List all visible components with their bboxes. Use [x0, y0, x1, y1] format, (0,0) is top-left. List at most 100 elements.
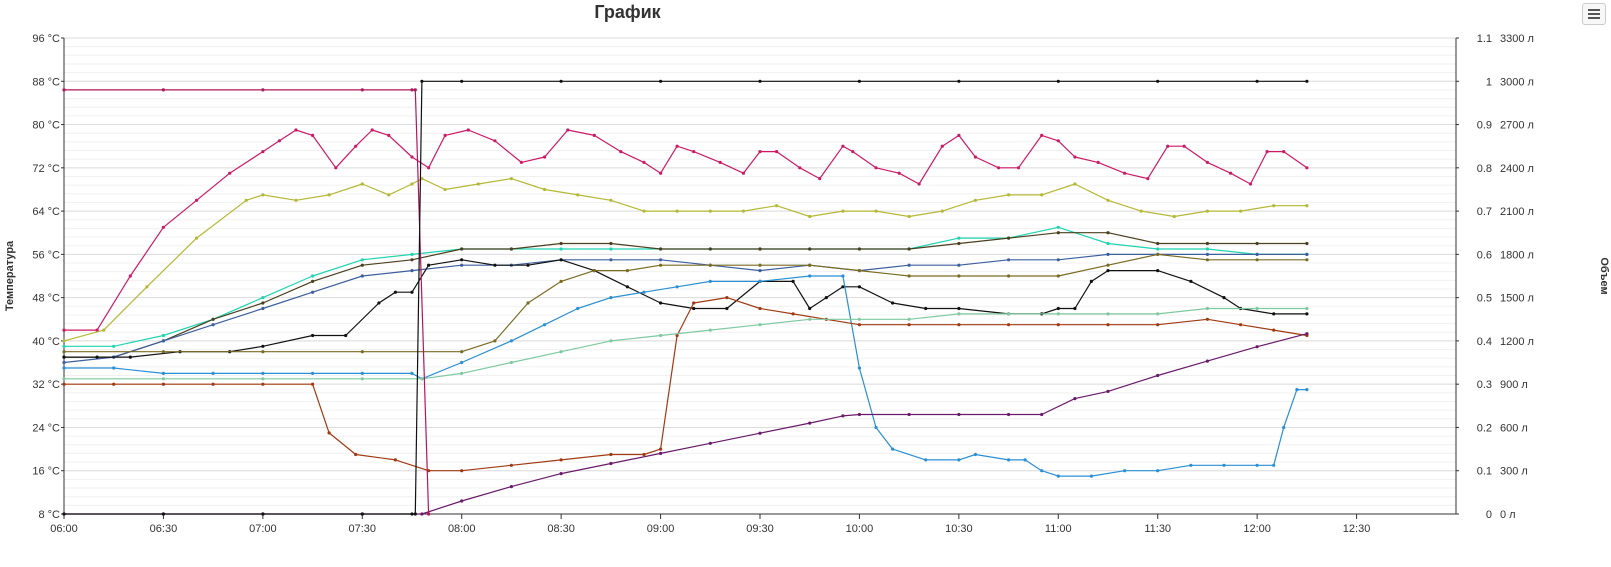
data-point[interactable] [460, 499, 464, 503]
data-point[interactable] [360, 274, 364, 278]
data-point[interactable] [311, 133, 315, 137]
data-point[interactable] [1255, 463, 1259, 467]
data-point[interactable] [609, 198, 613, 202]
data-point[interactable] [1156, 312, 1160, 316]
data-point[interactable] [957, 323, 961, 327]
data-point[interactable] [619, 150, 623, 154]
data-point[interactable] [1106, 263, 1110, 267]
data-point[interactable] [857, 285, 862, 289]
data-point[interactable] [708, 328, 712, 332]
data-point[interactable] [95, 328, 99, 332]
data-point[interactable] [311, 371, 315, 375]
data-point[interactable] [1007, 236, 1011, 240]
data-point[interactable] [659, 79, 663, 83]
data-point[interactable] [973, 452, 978, 457]
data-point[interactable] [261, 193, 265, 197]
data-point[interactable] [410, 252, 414, 256]
data-point[interactable] [62, 328, 66, 332]
data-point[interactable] [410, 182, 414, 186]
data-point[interactable] [327, 431, 331, 435]
data-point[interactable] [758, 431, 762, 435]
data-point[interactable] [1016, 166, 1021, 170]
data-point[interactable] [1282, 150, 1286, 154]
data-point[interactable] [228, 171, 232, 175]
data-point[interactable] [1166, 144, 1170, 148]
data-point[interactable] [924, 458, 928, 462]
data-point[interactable] [1205, 359, 1209, 363]
data-point[interactable] [344, 333, 348, 338]
data-point[interactable] [1305, 252, 1309, 256]
data-point[interactable] [460, 360, 464, 365]
data-point[interactable] [609, 452, 613, 457]
data-point[interactable] [708, 209, 712, 213]
data-point[interactable] [387, 193, 391, 197]
data-point[interactable] [509, 463, 513, 467]
data-point[interactable] [559, 258, 563, 262]
data-point[interactable] [466, 128, 470, 132]
data-point[interactable] [708, 441, 712, 445]
data-point[interactable] [460, 263, 464, 267]
data-point[interactable] [857, 79, 862, 83]
data-point[interactable] [1056, 274, 1060, 278]
data-point[interactable] [1073, 397, 1077, 401]
data-point[interactable] [659, 247, 663, 251]
data-point[interactable] [1248, 182, 1253, 186]
data-point[interactable] [161, 339, 165, 343]
data-point[interactable] [940, 209, 944, 213]
data-point[interactable] [393, 458, 397, 462]
data-point[interactable] [410, 371, 414, 375]
data-point[interactable] [334, 166, 338, 170]
data-point[interactable] [95, 355, 99, 359]
data-point[interactable] [1056, 231, 1060, 235]
data-point[interactable] [360, 377, 364, 381]
data-point[interactable] [841, 144, 845, 148]
data-point[interactable] [1106, 241, 1110, 246]
data-point[interactable] [261, 350, 265, 354]
data-point[interactable] [1205, 241, 1209, 246]
data-point[interactable] [543, 323, 547, 327]
data-point[interactable] [609, 296, 613, 300]
data-point[interactable] [413, 512, 417, 516]
data-point[interactable] [957, 312, 961, 316]
data-point[interactable] [1073, 155, 1077, 159]
data-point[interactable] [841, 285, 845, 289]
data-point[interactable] [1305, 332, 1309, 336]
data-point[interactable] [493, 263, 497, 267]
data-point[interactable] [758, 306, 762, 311]
data-point[interactable] [244, 198, 248, 202]
data-point[interactable] [1056, 312, 1060, 316]
data-point[interactable] [261, 512, 265, 516]
data-point[interactable] [997, 166, 1001, 170]
data-point[interactable] [957, 236, 961, 240]
data-point[interactable] [360, 512, 364, 516]
data-point[interactable] [857, 269, 862, 273]
data-point[interactable] [1106, 389, 1110, 393]
data-point[interactable] [559, 279, 563, 283]
data-point[interactable] [857, 366, 862, 370]
data-point[interactable] [509, 339, 513, 343]
data-point[interactable] [841, 274, 845, 278]
data-point[interactable] [360, 258, 364, 262]
data-point[interactable] [261, 371, 265, 375]
data-point[interactable] [907, 274, 911, 278]
data-point[interactable] [443, 133, 447, 137]
data-point[interactable] [1106, 323, 1110, 327]
data-point[interactable] [1305, 388, 1309, 392]
data-point[interactable] [659, 301, 663, 305]
data-point[interactable] [161, 350, 165, 354]
data-point[interactable] [741, 171, 746, 175]
data-point[interactable] [1156, 252, 1160, 256]
data-point[interactable] [642, 209, 646, 213]
data-point[interactable] [420, 512, 424, 516]
data-point[interactable] [758, 79, 762, 83]
data-point[interactable] [62, 377, 66, 381]
data-point[interactable] [1205, 306, 1209, 311]
data-point[interactable] [62, 512, 66, 516]
data-point[interactable] [758, 150, 762, 154]
data-point[interactable] [857, 317, 862, 321]
data-point[interactable] [1056, 474, 1060, 478]
data-point[interactable] [791, 312, 795, 316]
data-point[interactable] [675, 285, 679, 289]
data-point[interactable] [1007, 274, 1011, 278]
data-point[interactable] [1040, 469, 1044, 473]
